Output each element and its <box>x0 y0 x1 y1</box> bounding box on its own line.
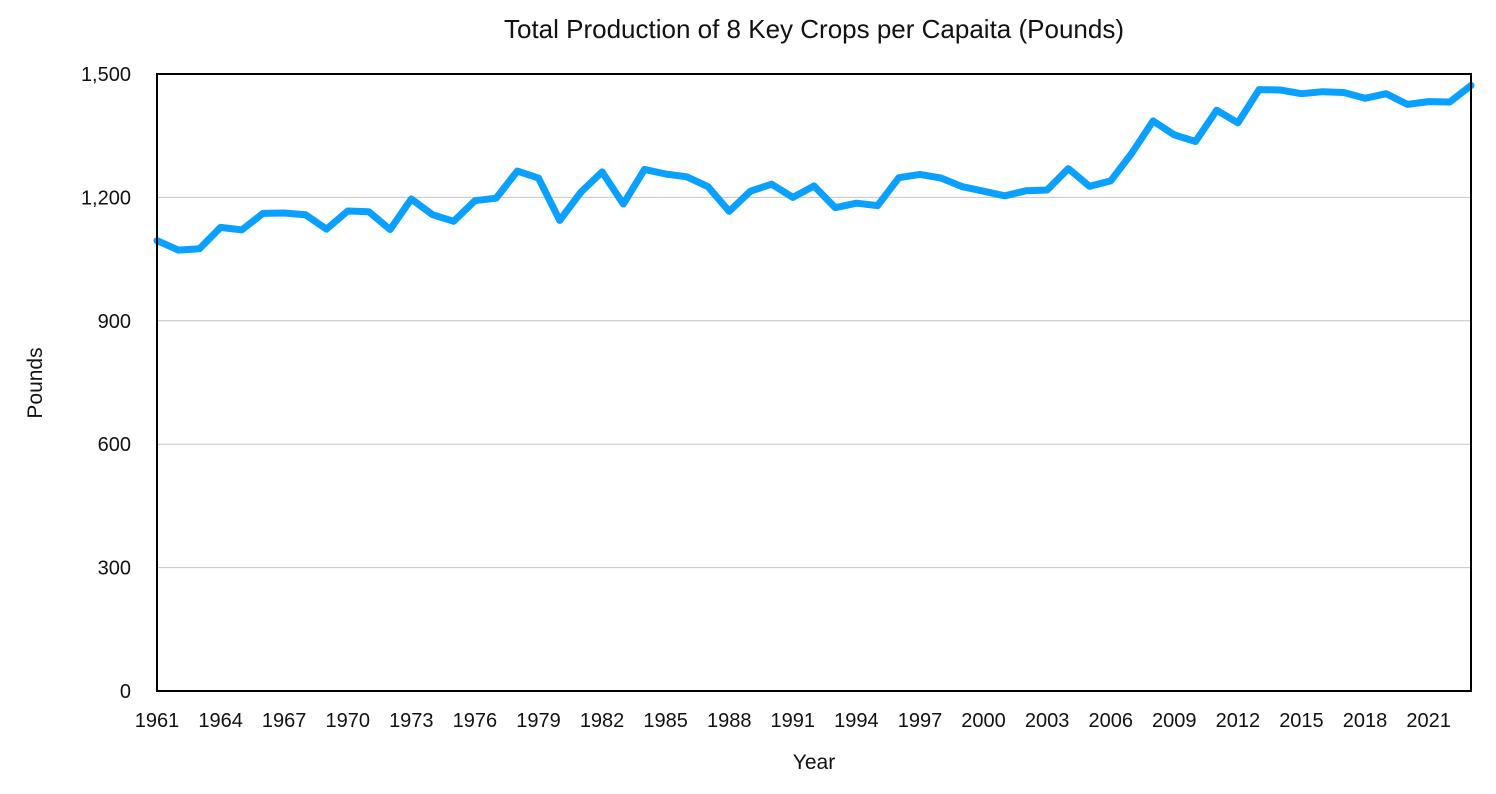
x-tick-label: 1967 <box>262 710 307 732</box>
data-point <box>175 247 182 254</box>
data-point <box>1086 183 1093 190</box>
x-tick-label: 1970 <box>325 710 370 732</box>
data-point <box>1128 150 1135 156</box>
x-tick-label: 2000 <box>961 710 1006 732</box>
x-tick-label: 2003 <box>1025 710 1070 732</box>
x-tick-label: 1991 <box>771 710 816 732</box>
gridlines <box>157 196 1471 569</box>
x-tick-label: 2006 <box>1088 710 1133 732</box>
x-tick-label: 2009 <box>1152 710 1197 732</box>
data-point <box>1319 88 1326 95</box>
data-point <box>408 196 415 202</box>
x-tick-label: 1985 <box>643 710 688 732</box>
data-point <box>323 226 330 233</box>
data-point <box>599 168 606 175</box>
data-point <box>683 173 690 180</box>
data-point <box>260 210 266 217</box>
x-axis-ticks: 1961 1964 1967 1970 1973 1976 1979 1982 1985 1988… <box>135 710 1451 732</box>
data-point <box>1001 192 1008 199</box>
x-tick-label: 1979 <box>516 710 561 732</box>
data-point <box>853 200 860 207</box>
data-point <box>535 175 542 182</box>
series-layer <box>153 82 1475 254</box>
data-point <box>726 208 733 215</box>
data-point <box>1022 187 1029 194</box>
x-tick-label: 2012 <box>1216 710 1261 732</box>
data-point <box>1425 98 1432 105</box>
y-axis-label: Pounds <box>24 347 47 418</box>
x-tick-label: 1982 <box>580 710 625 732</box>
data-point <box>959 183 966 190</box>
data-point <box>1340 89 1347 96</box>
plot-frame <box>156 73 1472 692</box>
data-point <box>1277 87 1284 93</box>
data-point <box>1383 90 1390 97</box>
data-point <box>874 202 881 209</box>
x-tick-label: 1961 <box>135 710 180 732</box>
data-point <box>1150 117 1157 124</box>
y-axis-ticks: 0 300 600 900 1,200 1,500 <box>81 64 131 703</box>
data-point <box>556 217 563 224</box>
data-point <box>387 226 394 233</box>
data-point <box>1044 187 1051 193</box>
y-tick-label: 600 <box>98 434 131 456</box>
data-point <box>1107 177 1114 184</box>
data-point <box>980 188 987 195</box>
y-tick-label: 300 <box>98 558 131 580</box>
data-point <box>344 208 351 214</box>
data-point <box>662 171 669 177</box>
data-point <box>1404 101 1411 108</box>
x-tick-label: 1964 <box>198 710 243 732</box>
data-point <box>493 195 500 202</box>
data-point <box>450 218 457 225</box>
data-point <box>429 211 436 218</box>
x-tick-label: 1976 <box>453 710 498 732</box>
data-point <box>302 211 309 218</box>
data-point <box>217 224 224 231</box>
data-point <box>1234 119 1241 126</box>
data-point <box>768 181 775 188</box>
data-point <box>1256 86 1263 93</box>
data-point <box>641 166 648 173</box>
data-point <box>577 189 584 196</box>
x-tick-label: 2018 <box>1343 710 1388 732</box>
data-point <box>1213 107 1220 114</box>
data-point <box>196 245 203 252</box>
y-tick-label: 900 <box>98 311 131 333</box>
data-point <box>471 197 478 204</box>
y-tick-label: 0 <box>120 681 131 703</box>
data-point <box>1065 165 1072 172</box>
x-tick-label: 2015 <box>1279 710 1324 732</box>
data-point <box>514 168 521 175</box>
data-point <box>365 208 372 215</box>
data-point <box>1446 99 1453 105</box>
x-tick-label: 2021 <box>1406 710 1451 732</box>
data-point <box>811 182 817 189</box>
data-point <box>938 175 945 182</box>
data-point <box>238 226 245 233</box>
y-tick-label: 1,200 <box>81 187 131 209</box>
data-point <box>747 188 754 195</box>
data-point <box>895 174 902 181</box>
x-tick-label: 1973 <box>389 710 434 732</box>
data-point <box>1362 95 1368 102</box>
data-point <box>1298 90 1305 97</box>
data-point <box>832 204 839 211</box>
y-tick-label: 1,500 <box>81 64 131 86</box>
data-point <box>281 210 288 216</box>
data-point <box>789 194 796 201</box>
x-tick-label: 1994 <box>834 710 879 732</box>
data-point <box>705 183 711 190</box>
data-point <box>620 201 627 207</box>
chart-title: Total Production of 8 Key Crops per Capa… <box>504 14 1124 44</box>
data-point <box>917 171 923 178</box>
x-tick-label: 1997 <box>898 710 943 732</box>
data-point <box>1171 131 1178 138</box>
data-point <box>1192 138 1199 145</box>
x-axis-label: Year <box>793 751 835 774</box>
series-line-pounds <box>153 82 1475 254</box>
x-tick-label: 1988 <box>707 710 752 732</box>
